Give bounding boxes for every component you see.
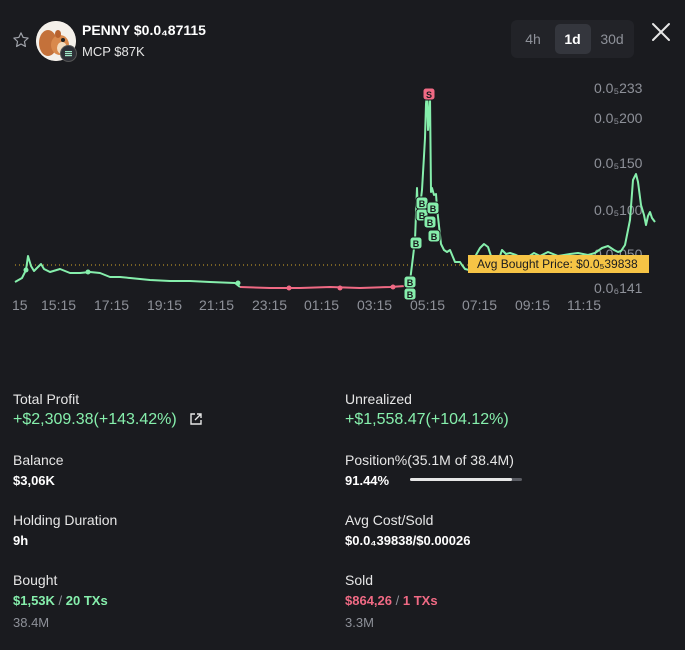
svg-text:B: B [419,199,426,209]
buy-marker[interactable]: B [423,215,437,229]
svg-text:B: B [430,204,437,214]
price-chart: 0.0₅233 0.0₅200 0.0₅150 0.0₅100 0.0₅050 0.0₆1… [0,70,685,320]
y-tick-label: 0.0₅150 [594,155,643,171]
sold-amount: $864,26 [345,593,392,608]
total-profit-amount: +$2,309.38(+143.42%) [13,411,177,428]
svg-text:B: B [427,218,434,228]
holding-label: Holding Duration [13,512,118,528]
star-icon[interactable] [12,31,30,49]
balance-value: $3,06K [13,473,55,488]
svg-text:B: B [419,211,426,221]
external-link-icon[interactable] [189,412,203,426]
svg-text:B: B [431,232,438,242]
x-tick-label: 15:15 [41,297,76,313]
x-tick-label: 19:15 [147,297,182,313]
unrealized-label: Unrealized [345,391,412,407]
avg-cost-value: $0.0₄39838/$0.00026 [345,533,471,548]
x-tick-label: 07:15 [462,297,497,313]
price-line-up-2 [404,91,656,287]
avg-bought-text: Avg Bought Price: $0.0₅39838 [477,257,638,271]
price-point [286,285,292,291]
sold-qty: 3.3M [345,615,374,630]
price-point [23,267,29,273]
x-tick-label: 03:15 [357,297,392,313]
y-tick-label: 0.0₅200 [594,110,643,126]
balance-label: Balance [13,452,64,468]
holding-value: 9h [13,533,29,548]
avg-bought-label: Avg Bought Price: $0.0₅39838 [468,255,649,273]
sold-txs: 1 TXs [402,593,438,608]
price-line-down [239,285,406,290]
x-tick-label: 15 [12,297,28,313]
svg-text:B: B [407,278,414,288]
position-label: Position%(35.1M of 38.4M) [345,452,514,468]
buy-marker[interactable]: B [409,236,423,250]
bought-txs: 20 TXs [65,593,108,608]
bought-amount: $1,53K [13,593,55,608]
token-title: PENNY $0.0₄87115 [82,22,206,38]
y-tick-label: 0.0₅100 [594,202,643,218]
x-tick-label: 21:15 [199,297,234,313]
position-progress-fill [410,478,513,481]
buy-marker[interactable]: B [427,229,441,243]
price-line-up [14,255,241,288]
buy-marker[interactable]: B [403,287,417,301]
buy-marker[interactable]: B [403,275,417,289]
sold-separator: / [395,593,400,608]
market-cap: MCP $87K [82,44,145,59]
x-tick-label: 09:15 [515,297,550,313]
sell-marker[interactable]: S [422,87,436,101]
buy-marker[interactable]: B [426,201,440,215]
x-tick-label: 17:15 [94,297,129,313]
header: PENNY $0.0₄87115 MCP $87K 4h 1d 30d [0,0,685,70]
timeframe-30d[interactable]: 30d [600,31,624,47]
sold-label: Sold [345,572,374,588]
chain-badge-icon [60,45,77,62]
svg-text:B: B [407,290,414,300]
price-point [235,280,241,286]
total-profit-label: Total Profit [13,391,80,407]
timeframe-selector: 4h 1d 30d [511,20,634,58]
svg-text:B: B [413,239,420,249]
unrealized-value: +$1,558.47(+104.12%) [345,411,509,428]
x-tick-label: 11:15 [567,297,601,313]
bought-separator: / [58,593,63,608]
svg-text:S: S [426,90,432,100]
bought-value: $1,53K / 20 TXs [13,593,108,608]
avg-cost-label: Avg Cost/Sold [345,512,434,528]
y-tick-label: 0.0₅233 [594,80,643,96]
timeframe-4h[interactable]: 4h [525,31,541,47]
x-tick-label: 01:15 [304,297,339,313]
close-icon[interactable] [650,21,672,43]
x-tick-label: 23:15 [252,297,287,313]
total-profit-value: +$2,309.38(+143.42%) [13,411,203,429]
timeframe-1d[interactable]: 1d [554,24,591,54]
x-tick-label: 05:15 [410,297,445,313]
bought-qty: 38.4M [13,615,50,630]
sold-value: $864,26 / 1 TXs [345,593,438,608]
position-value: 91.44% [345,473,390,488]
position-progress-bar [410,478,522,481]
price-point [390,284,396,290]
price-point [85,269,91,275]
bought-label: Bought [13,572,58,588]
y-tick-label: 0.0₆141 [594,280,643,296]
buy-marker[interactable]: B [415,196,429,210]
price-point [337,285,343,291]
